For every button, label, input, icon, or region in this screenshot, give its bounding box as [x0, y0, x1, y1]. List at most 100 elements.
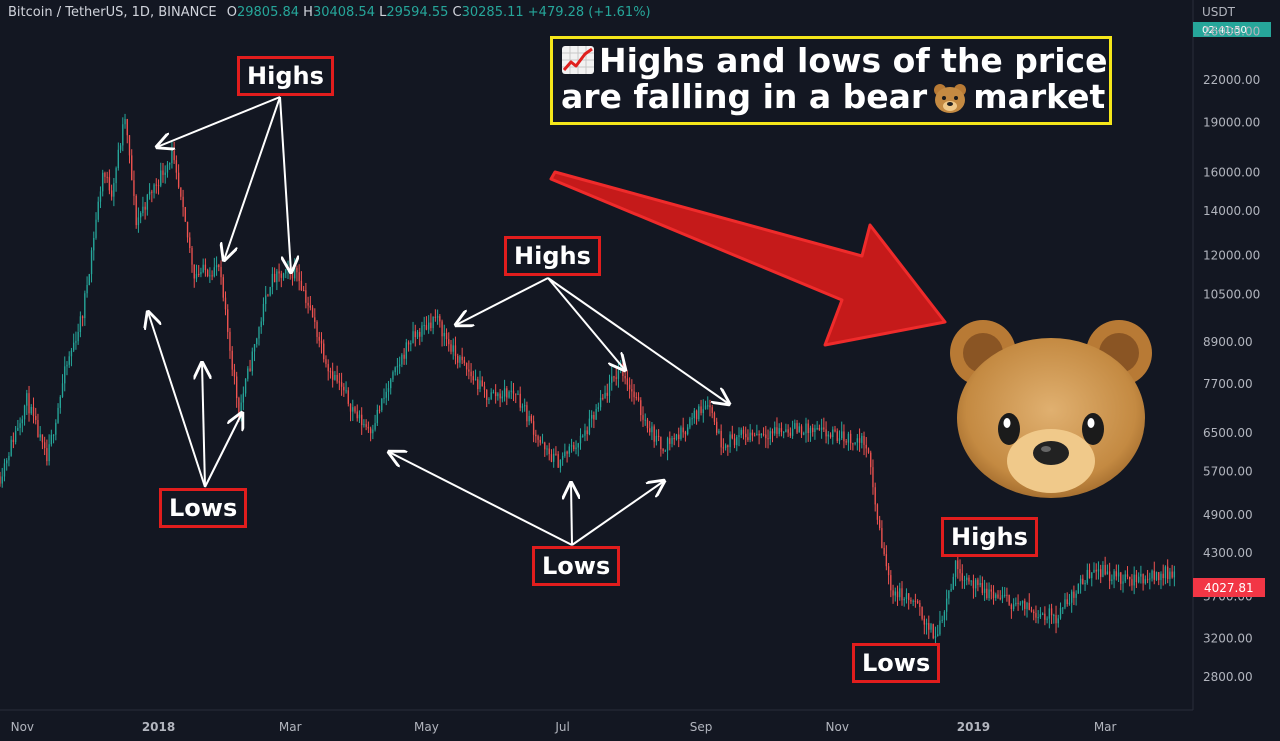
candle-body	[642, 415, 644, 420]
candle-body	[941, 619, 943, 621]
candle-body	[1041, 613, 1044, 615]
candle-body	[662, 449, 664, 451]
candle-body	[218, 265, 220, 267]
candle-body	[782, 431, 785, 433]
candle-body	[340, 382, 343, 387]
candle-body	[666, 438, 669, 451]
candle-body	[139, 213, 142, 218]
lows-label-2: Lows	[532, 546, 621, 586]
candle-body	[1024, 600, 1026, 609]
candle-body	[995, 594, 997, 598]
candle-body	[1108, 571, 1111, 582]
candle-body	[776, 427, 778, 434]
candle-body	[870, 452, 872, 468]
candle-body	[19, 423, 21, 428]
open-value: 29805.84	[236, 5, 300, 20]
candle-body	[992, 591, 995, 598]
candle-body	[394, 367, 396, 373]
price-axis[interactable]: USDT 02:41:50 26000.00 22000.00 19000.00 16…	[1192, 0, 1280, 741]
candle-body	[903, 598, 905, 601]
candle-body	[649, 428, 651, 433]
candle-body	[838, 438, 841, 441]
annotation-arrows	[148, 96, 729, 546]
candle-body	[957, 560, 959, 569]
highs-label-1: Highs	[237, 56, 334, 96]
candle-body	[372, 429, 374, 434]
candle-body	[1113, 571, 1115, 580]
candle-body	[999, 597, 1001, 599]
candle-body	[1129, 576, 1131, 580]
candle-body	[796, 423, 798, 433]
candle-body	[1142, 573, 1144, 584]
callout-line-2a: are falling in a bear	[561, 77, 928, 116]
time-axis[interactable]: Nov 2018 Mar May Jul Sep Nov 2019 Mar	[0, 709, 1193, 741]
y-tick-label: 22000.00	[1203, 73, 1260, 87]
y-tick-label: 4300.00	[1203, 546, 1253, 560]
candle-body	[1131, 579, 1133, 586]
candle-body	[64, 366, 66, 384]
candle-body	[309, 305, 312, 308]
candle-body	[318, 336, 320, 341]
candle-body	[966, 577, 968, 580]
bear-market-callout: Highs and lows of the price are falling …	[550, 36, 1112, 125]
callout-line-2b: market	[973, 77, 1106, 116]
candle-body	[88, 274, 90, 285]
candle-body	[1046, 618, 1048, 620]
candle-body	[997, 594, 999, 598]
x-tick-label: Sep	[690, 720, 713, 734]
candle-body	[128, 135, 131, 156]
candle-body	[678, 434, 680, 439]
candle-body	[271, 273, 274, 287]
x-tick-label: 2019	[957, 720, 990, 734]
candle-body	[508, 391, 510, 398]
candle-body	[928, 623, 930, 630]
candle-body	[229, 331, 231, 351]
candle-body	[269, 286, 271, 296]
candle-body	[273, 273, 276, 283]
candle-body	[684, 432, 687, 435]
candle-body	[12, 439, 15, 443]
candle-body	[932, 624, 934, 639]
candle-body	[204, 264, 207, 271]
candle-body	[628, 384, 631, 390]
x-tick-label: Nov	[826, 720, 849, 734]
candle-body	[829, 434, 832, 438]
candle-body	[836, 431, 838, 441]
candle-body	[865, 444, 867, 449]
y-tick-label: 2800.00	[1203, 670, 1253, 684]
candle-body	[423, 325, 425, 327]
candle-body	[934, 636, 937, 639]
candle-body	[718, 430, 720, 433]
candle-body	[1008, 594, 1010, 605]
candle-body	[164, 172, 166, 175]
candle-body	[812, 427, 814, 433]
candle-body	[488, 398, 490, 400]
close-value: 30285.11	[461, 5, 524, 20]
candle-body	[633, 391, 635, 398]
candle-body	[510, 390, 512, 392]
candle-body	[606, 392, 608, 396]
candle-body	[584, 430, 586, 436]
candle-body	[345, 390, 347, 392]
candle-body	[6, 460, 8, 464]
candle-body	[434, 316, 437, 318]
candle-body	[1019, 603, 1021, 605]
candle-body	[1153, 570, 1155, 580]
candle-body	[262, 303, 265, 322]
candle-body	[1124, 574, 1126, 582]
candle-body	[588, 418, 591, 435]
candle-body	[57, 407, 59, 423]
candle-body	[791, 428, 794, 436]
candle-body	[878, 519, 881, 529]
candle-body	[615, 377, 617, 379]
candle-body	[1122, 581, 1124, 584]
y-tick-label: 26000.00	[1203, 25, 1260, 39]
candle-body	[702, 409, 704, 414]
candle-body	[182, 196, 184, 207]
candle-body	[419, 331, 421, 337]
candle-body	[890, 575, 892, 591]
candle-body	[17, 427, 19, 431]
candle-body	[1001, 594, 1004, 599]
candle-body	[26, 393, 28, 406]
